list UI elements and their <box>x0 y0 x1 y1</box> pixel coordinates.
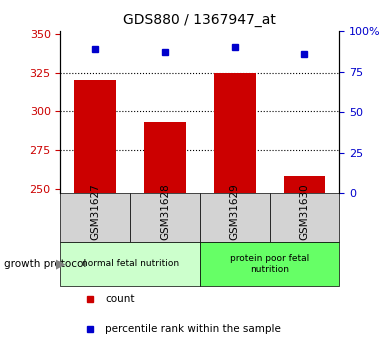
Text: normal fetal nutrition: normal fetal nutrition <box>82 259 179 268</box>
Text: count: count <box>105 294 135 304</box>
Title: GDS880 / 1367947_at: GDS880 / 1367947_at <box>124 13 276 27</box>
Bar <box>130 193 200 242</box>
Bar <box>144 122 186 193</box>
Text: percentile rank within the sample: percentile rank within the sample <box>105 324 281 334</box>
Bar <box>60 193 130 242</box>
Bar <box>214 73 256 193</box>
Bar <box>284 176 325 193</box>
Bar <box>74 80 116 193</box>
Text: growth protocol: growth protocol <box>4 259 86 269</box>
Bar <box>200 241 339 286</box>
Text: protein poor fetal
nutrition: protein poor fetal nutrition <box>230 254 309 274</box>
Text: GSM31630: GSM31630 <box>300 183 309 240</box>
Text: GSM31629: GSM31629 <box>230 183 240 240</box>
Text: ▶: ▶ <box>56 257 65 270</box>
Text: GSM31628: GSM31628 <box>160 183 170 240</box>
Bar <box>200 193 269 242</box>
Bar <box>269 193 339 242</box>
Bar <box>60 241 200 286</box>
Text: GSM31627: GSM31627 <box>90 183 100 240</box>
